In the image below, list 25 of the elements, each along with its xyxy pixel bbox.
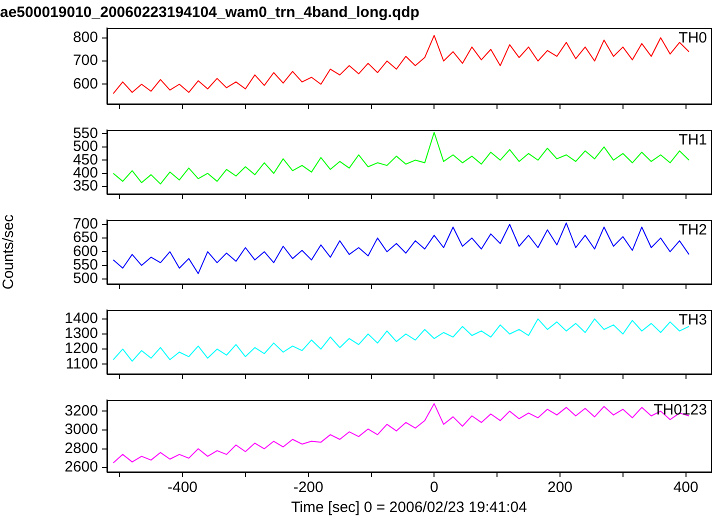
y-tick-label: 800 (72, 28, 98, 46)
series-label: TH3 (678, 312, 707, 329)
x-tick-label: -200 (293, 479, 324, 496)
y-tick-label: 2800 (64, 440, 98, 457)
y-tick-label: 2600 (64, 458, 98, 476)
y-tick-label: 1200 (64, 340, 98, 358)
x-tick-label: 200 (547, 479, 573, 496)
y-tick-label: 350 (72, 178, 98, 195)
y-tick-label: 600 (72, 75, 98, 92)
x-axis-title: Time [sec] 0 = 2006/02/23 19:41:04 (291, 499, 527, 516)
series-label: TH2 (678, 222, 707, 239)
y-tick-label: 1400 (64, 310, 98, 328)
series-label: TH0 (678, 30, 707, 47)
series-label: TH0123 (654, 402, 707, 419)
y-tick-label: 1300 (64, 325, 98, 342)
y-tick-label: 3200 (64, 402, 98, 420)
y-tick-label: 1100 (66, 355, 98, 372)
x-tick-label: 0 (430, 479, 438, 496)
chart-title: ae500019010_20060223194104_wam0_trn_4band_long.qdp (0, 4, 420, 22)
y-tick-label: 700 (72, 52, 98, 70)
y-axis-title: Counts/sec (0, 214, 18, 290)
x-tick-label: 400 (673, 479, 698, 496)
y-tick-label: 3000 (64, 421, 98, 438)
series-label: TH1 (678, 132, 707, 149)
x-tick-label: -400 (167, 479, 198, 496)
